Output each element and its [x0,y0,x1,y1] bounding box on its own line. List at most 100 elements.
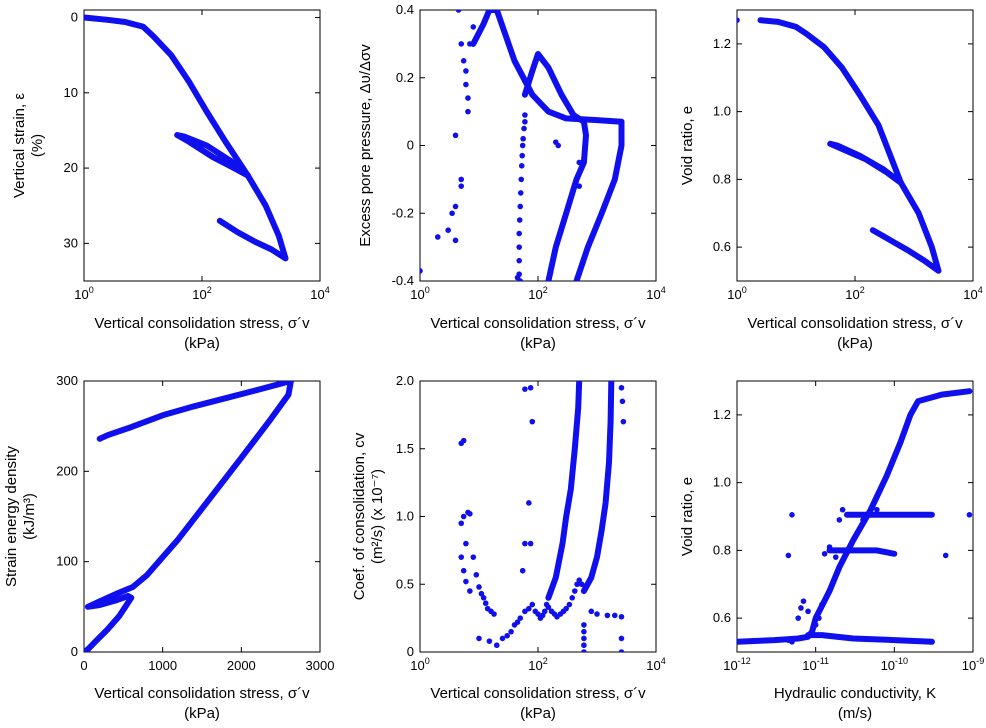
data-point [516,244,522,250]
data-point [929,639,935,645]
y-tick-label: 1.5 [396,441,414,456]
y-tick-label: 30 [64,235,78,250]
data-point [569,595,576,601]
series-line [580,381,615,594]
data-point [493,642,500,649]
y-tick-label: 20 [64,160,78,175]
data-point [476,584,482,590]
data-point [455,10,462,13]
data-point [611,612,618,619]
x-axis-unit: (kPa) [184,705,220,722]
x-tick-label: 100 [410,656,429,673]
data-point [449,210,455,217]
panel-void-ratio-stress: 100 102 104 0.6 0.8 1.0 1.2 Vertical consolidat… [679,9,983,352]
y-axis-label: Void ratio, e [679,477,696,556]
data-point [517,278,524,281]
data-series-group [420,10,625,281]
x-tick-label: 104 [646,285,665,302]
series-line [84,381,294,610]
x-axis-unit: (kPa) [520,335,556,352]
x-tick-label: 102 [528,285,547,302]
data-point [452,237,459,244]
data-point [576,159,583,166]
data-point [520,135,526,142]
data-point [519,142,526,149]
data-series-group [458,381,627,652]
x-axis-label: Hydraulic conductivity, K [774,685,936,702]
data-point [737,17,740,23]
data-point [526,500,532,506]
x-axis-unit: (kPa) [837,335,873,352]
y-axis-unit: (%) [29,134,46,157]
x-axis-unit: (kPa) [184,335,220,352]
data-point [874,506,880,513]
data-point [620,418,627,425]
data-point [618,649,625,652]
x-tick-label: 100 [727,285,746,302]
series-line [805,632,935,645]
data-point [942,552,949,559]
y-tick-label: 0 [407,138,414,153]
plot-frame [736,380,974,653]
data-point [516,230,522,237]
panel-strain-energy-density: 0 1000 2000 3000 0 100 200 300 Vertical consolid… [3,373,334,722]
data-point [541,608,548,615]
data-point [521,125,527,132]
data-point [516,217,523,223]
x-tick-label: 100 [74,285,93,302]
data-point [518,176,525,183]
data-point [434,234,441,240]
data-point [522,386,528,392]
y-tick-label: 0 [71,644,78,659]
data-point [420,268,423,274]
x-tick-label: 102 [845,285,864,302]
data-point [473,571,480,578]
data-point [522,540,528,547]
data-point [517,203,524,210]
y-tick-label: 10 [64,85,78,100]
x-tick-label: 104 [646,656,665,673]
x-tick-label: 0 [80,658,87,673]
y-tick-label: -0.4 [392,273,414,288]
series-line [521,51,589,281]
data-point [526,605,532,612]
data-point [522,118,528,125]
data-point [467,588,473,594]
data-point [529,418,536,425]
data-point [566,601,573,608]
data-series-group [737,388,973,645]
data-point [966,512,973,518]
series-line [84,14,251,179]
data-point [470,24,477,30]
data-point [795,615,802,621]
y-tick-label: 1.0 [396,509,414,524]
data-point [785,637,792,643]
data-point [578,581,585,588]
series-line [216,172,289,262]
data-point [594,611,600,617]
x-axis-label: Vertical consolidation stress, σ´v [94,685,310,702]
data-point [463,68,469,74]
data-point [514,619,521,625]
data-point [460,58,467,64]
data-point [491,611,497,617]
y-tick-label: 1.0 [713,475,731,490]
x-tick-label: 3000 [306,658,335,673]
series-line [84,594,135,652]
y-tick-label: 0.2 [396,70,414,85]
data-point [576,577,583,583]
data-series-group [84,14,289,262]
y-axis-unit: (kJ/m³) [21,493,38,540]
x-tick-label: 102 [192,285,211,302]
y-tick-label: 300 [56,373,78,388]
data-point [581,642,587,649]
x-tick-label: 100 [410,285,429,302]
data-point [486,638,493,644]
data-point [619,398,626,405]
x-tick-label: 10-12 [723,656,750,673]
series-line [827,140,904,186]
panel-vertical-strain: 100 102 104 0 10 20 30 Vertical consolidation s… [11,9,330,352]
data-point [821,550,828,557]
data-point [805,608,811,615]
